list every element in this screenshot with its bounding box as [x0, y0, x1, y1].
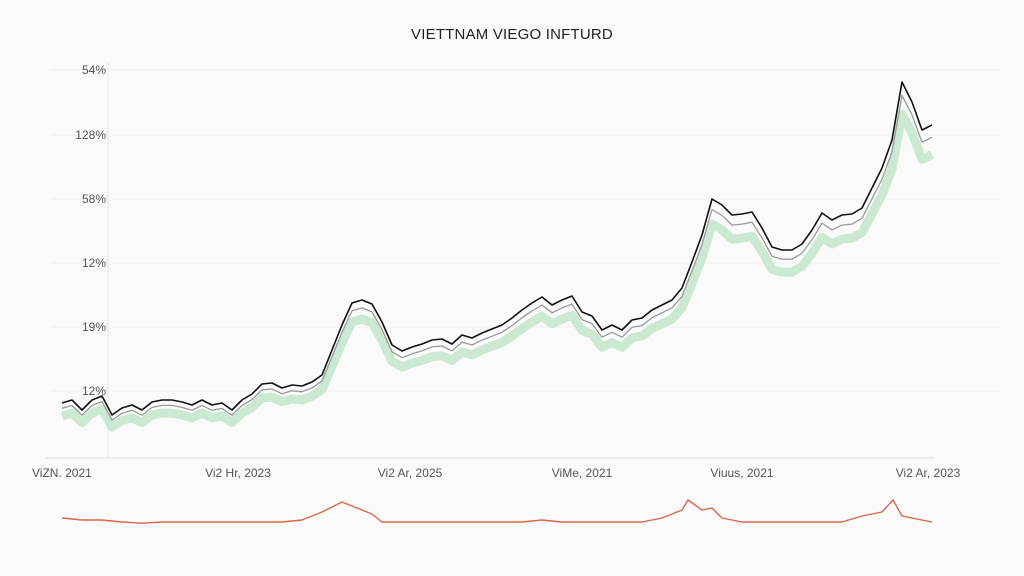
x-tick-label: Vi2 Ar, 2023	[896, 466, 961, 480]
y-tick-label: 19%	[82, 320, 106, 334]
series-line-band	[60, 109, 934, 432]
y-tick-label: 12%	[82, 384, 106, 398]
x-tick-label: Vi2 Ar, 2025	[378, 466, 443, 480]
chart-title: VIETTNAM VIEGO INFTURD	[411, 26, 613, 43]
x-tick-label: ViZN. 2021	[32, 466, 92, 480]
y-tick-label: 58%	[82, 192, 106, 206]
sub-chart-line	[61, 499, 933, 524]
y-tick-label: 128%	[75, 128, 106, 142]
series-line-main	[61, 81, 933, 416]
x-tick-label: Viuus, 2021	[710, 466, 773, 480]
y-tick-label: 12%	[82, 256, 106, 270]
series-line-secondary	[61, 94, 933, 421]
x-tick-label: Vi2 Hr, 2023	[205, 466, 271, 480]
y-tick-label: 54%	[82, 63, 106, 77]
x-tick-label: ViMe, 2021	[552, 466, 613, 480]
